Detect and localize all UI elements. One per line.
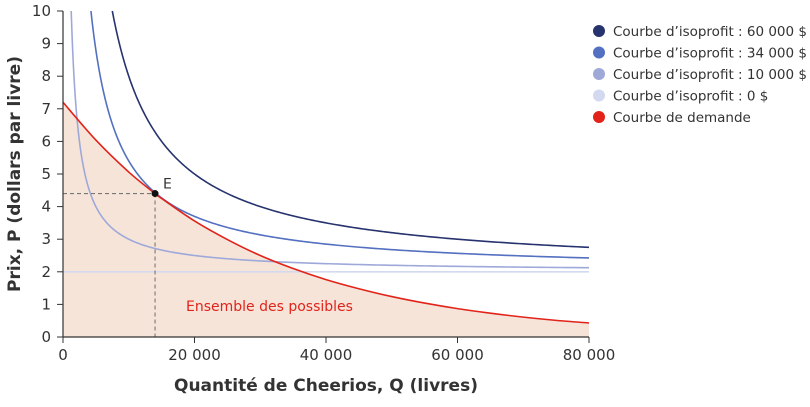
legend-label: Courbe d’isoprofit : 34 000 $ [613,46,807,62]
y-tick-label: 4 [41,198,51,216]
y-axis-title: Prix, P (dollars par livre) [5,56,25,292]
isoprofit-curve-10000 [70,10,590,269]
y-tick-label: 7 [41,100,51,118]
y-tick-label: 1 [41,295,51,313]
legend-swatch [593,89,605,102]
y-tick-label: 10 [32,2,51,20]
x-tick-label: 80 000 [563,346,616,364]
legend-swatch [593,68,605,80]
x-axis-title: Quantité de Cheerios, Q (livres) [174,376,478,396]
x-tick-label: 20 000 [168,346,221,364]
y-tick-label: 0 [41,328,51,346]
x-tick-label: 60 000 [431,346,484,364]
legend-label: Courbe de demande [613,110,751,126]
ticks: 0 20 000 40 000 60 000 80 000 0 1 2 3 4 5 6 7 8 9 10 [32,2,615,364]
legend-label: Courbe d’isoprofit : 0 $ [613,89,768,105]
x-tick-label: 0 [58,346,68,364]
y-tick-label: 3 [41,230,51,248]
y-tick-label: 6 [41,132,51,150]
guide-lines [63,193,156,337]
legend-swatch [593,46,605,59]
isoprofit-curve-60000 [111,10,590,249]
legend-swatch [593,25,605,37]
legend-label: Courbe d’isoprofit : 60 000 $ [613,24,807,40]
legend-item: Courbe d’isoprofit : 10 000 $ [593,67,807,83]
region-label: Ensemble des possibles [186,299,353,315]
y-tick-label: 9 [41,35,51,53]
legend-item: Courbe d’isoprofit : 60 000 $ [593,24,807,40]
point-e [151,190,159,198]
y-tick-label: 2 [41,263,51,281]
x-tick-label: 40 000 [300,346,353,364]
legend-swatch [593,111,605,123]
feasible-set-region [63,102,589,337]
y-tick-label: 5 [41,165,51,183]
legend: Courbe d’isoprofit : 60 000 $ Courbe d’is… [593,24,807,126]
legend-label: Courbe d’isoprofit : 10 000 $ [613,67,807,83]
y-tick-label: 8 [41,67,51,85]
isoprofit-curve-34000 [90,10,590,259]
legend-item: Courbe d’isoprofit : 34 000 $ [593,46,807,62]
point-e-label: E [163,177,172,193]
legend-item: Courbe de demande [593,110,751,126]
legend-item: Courbe d’isoprofit : 0 $ [593,89,768,105]
